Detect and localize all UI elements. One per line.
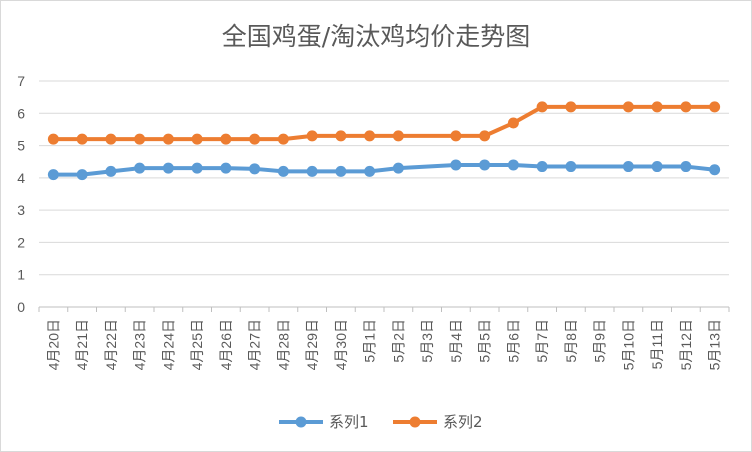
y-tick-label: 3: [17, 202, 25, 218]
data-point: [565, 101, 577, 113]
data-point: [651, 101, 663, 113]
x-tick-label: 5月11日: [649, 319, 665, 369]
data-point: [220, 162, 232, 174]
data-point: [680, 101, 692, 113]
data-point: [709, 164, 721, 176]
data-point: [392, 162, 404, 174]
x-tick-label: 4月27日: [247, 319, 263, 370]
data-point: [450, 159, 462, 171]
data-point: [76, 169, 88, 181]
x-tick-label: 5月5日: [477, 319, 493, 363]
legend-label: 系列1: [329, 413, 369, 431]
x-tick-label: 4月21日: [74, 319, 90, 370]
data-point: [134, 133, 146, 145]
data-point: [479, 130, 491, 142]
y-tick-label: 6: [17, 105, 25, 121]
data-point: [536, 101, 548, 113]
y-tick-label: 7: [17, 73, 25, 89]
data-point: [249, 163, 261, 175]
data-point: [220, 133, 232, 145]
chart-title: 全国鸡蛋/淘汰鸡均价走势图: [222, 22, 530, 51]
x-tick-label: 4月24日: [160, 319, 176, 370]
x-tick-label: 4月26日: [218, 319, 234, 370]
series-line: [51, 104, 717, 142]
x-tick-label: 5月10日: [620, 319, 636, 370]
x-tick-label: 4月30日: [333, 319, 349, 370]
data-point: [105, 133, 117, 145]
x-tick-label: 5月12日: [678, 319, 694, 370]
data-point: [162, 162, 174, 174]
data-point: [622, 161, 634, 173]
data-point: [450, 130, 462, 142]
x-tick-label: 4月22日: [103, 319, 119, 370]
x-tick-label: 5月9日: [592, 319, 608, 363]
x-tick-label: 5月6日: [505, 319, 521, 363]
x-tick-label: 4月23日: [132, 319, 148, 370]
data-point: [536, 161, 548, 173]
legend-item: 系列1: [279, 413, 369, 431]
data-point: [364, 130, 376, 142]
y-tick-label: 5: [17, 138, 25, 154]
y-tick-label: 1: [17, 267, 25, 283]
y-tick-label: 0: [17, 299, 25, 315]
data-point: [335, 165, 347, 177]
x-tick-label: 4月20日: [45, 319, 61, 370]
x-tick-label: 5月13日: [707, 319, 723, 370]
data-point: [76, 133, 88, 145]
series-2: [47, 101, 721, 145]
gridlines: [39, 80, 729, 276]
data-point: [507, 117, 519, 129]
legend-swatch-marker: [409, 416, 421, 428]
data-point: [507, 159, 519, 171]
data-point: [105, 165, 117, 177]
data-point: [392, 130, 404, 142]
series-line: [51, 162, 717, 177]
data-point: [249, 133, 261, 145]
x-tick-label: 5月1日: [362, 319, 378, 363]
data-point: [709, 101, 721, 113]
legend-label: 系列2: [443, 413, 483, 431]
y-tick-label: 4: [17, 170, 25, 186]
data-point: [277, 165, 289, 177]
y-tick-label: 2: [17, 234, 25, 250]
x-tick-label: 5月2日: [390, 319, 406, 363]
data-point: [306, 130, 318, 142]
data-point: [680, 161, 692, 173]
data-point: [191, 133, 203, 145]
data-point: [364, 165, 376, 177]
data-point: [191, 162, 203, 174]
data-point: [277, 133, 289, 145]
data-point: [162, 133, 174, 145]
data-point: [306, 165, 318, 177]
x-tick-label: 4月28日: [275, 319, 291, 370]
data-point: [565, 161, 577, 173]
x-tick-label: 4月29日: [304, 319, 320, 370]
x-tick-label: 5月3日: [419, 319, 435, 363]
legend-item: 系列2: [393, 413, 483, 431]
series-1: [47, 159, 721, 181]
x-tick-label: 5月7日: [534, 319, 550, 363]
series-layer: [47, 101, 721, 181]
axes: 0 1 2 3 4 5 6 7 4月20日 4月21日 4月22日 4月23日 4月24日 4月25日 4月…: [17, 73, 730, 370]
x-tick-label: 4月25日: [189, 319, 205, 370]
x-tick-label: 5月8日: [563, 319, 579, 363]
data-point: [47, 169, 59, 181]
legend-swatch-marker: [295, 416, 307, 428]
legend: 系列1 系列2: [279, 413, 483, 431]
data-point: [479, 159, 491, 171]
data-point: [335, 130, 347, 142]
data-point: [134, 162, 146, 174]
x-tick-label: 5月4日: [448, 319, 464, 363]
data-point: [651, 161, 663, 173]
data-point: [47, 133, 59, 145]
data-point: [622, 101, 634, 113]
